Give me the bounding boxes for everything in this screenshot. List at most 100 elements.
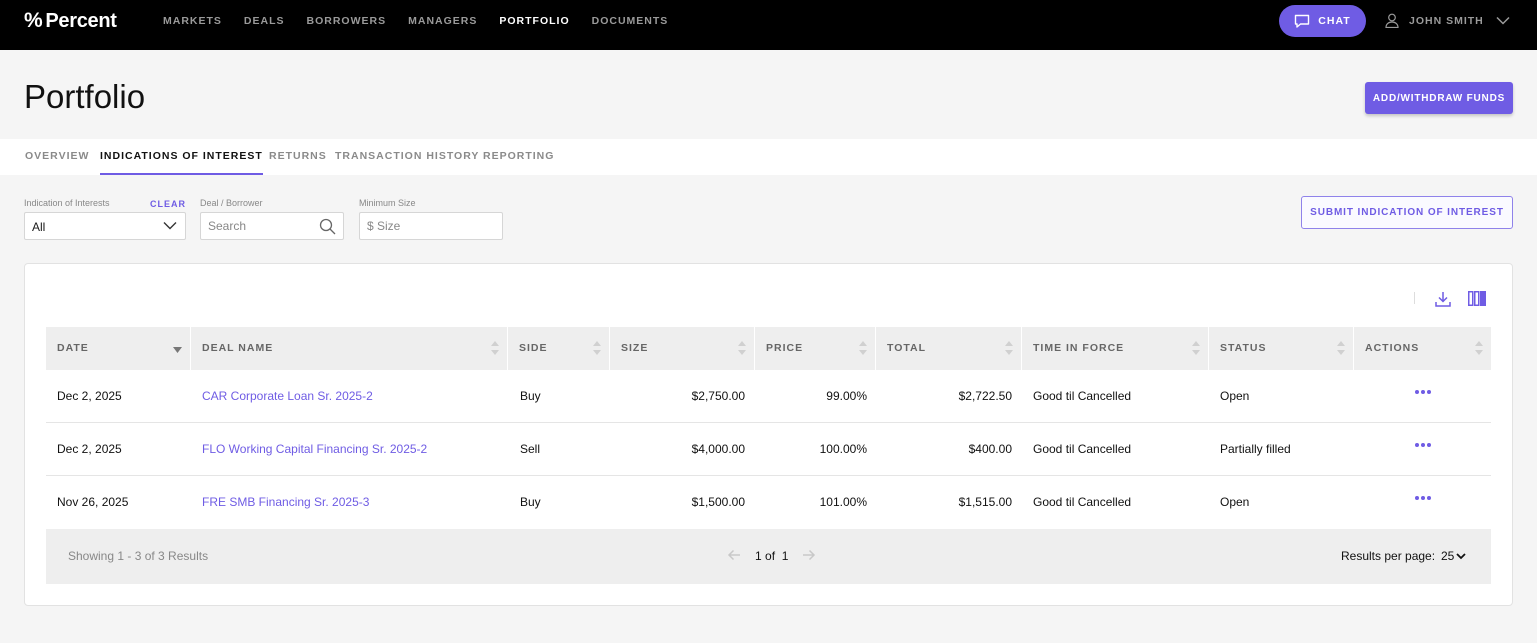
table-footer: Showing 1 - 3 of 3 Results 1 of 1 Result… [46,529,1491,584]
tab-transaction-history[interactable]: TRANSACTION HISTORY [335,150,480,162]
column-header-time-in-force[interactable]: TIME IN FORCE [1022,327,1209,370]
row-actions-menu-icon[interactable] [1415,390,1431,394]
tab-reporting[interactable]: REPORTING [483,150,555,162]
cell-date: Nov 26, 2025 [57,495,129,509]
chevron-down-icon [1456,552,1466,559]
search-icon [319,218,336,235]
column-header-label: ACTIONS [1365,342,1420,354]
column-header-label: TOTAL [887,342,927,354]
arrow-right-icon[interactable] [802,549,816,561]
cell-size: $1,500.00 [691,495,745,509]
page-of: of [765,549,776,563]
percent-logo[interactable]: % Percent [24,9,117,33]
top-navbar: % Percent MARKETS DEALS BORROWERS MANAGE… [0,0,1537,50]
sort-icon [1337,341,1345,355]
column-header-size[interactable]: SIZE [610,327,755,370]
cell-status: Open [1220,495,1250,509]
column-header-label: DEAL NAME [202,342,274,354]
sort-icon [859,341,867,355]
chat-button[interactable]: CHAT [1279,5,1366,37]
row-actions-menu-icon[interactable] [1415,443,1431,447]
page-total: 1 [781,549,789,563]
table-header: DATE DEAL NAME SIDE SIZE PRICE TOTAL TIM… [46,327,1491,370]
row-actions-menu-icon[interactable] [1415,496,1431,500]
nav-portfolio[interactable]: PORTFOLIO [499,15,570,27]
column-header-label: TIME IN FORCE [1033,342,1125,354]
cell-date: Dec 2, 2025 [57,442,122,456]
cell-time-in-force: Good til Cancelled [1033,389,1132,403]
ioi-filter-select[interactable]: All [24,212,186,240]
column-header-date[interactable]: DATE [46,327,191,370]
user-icon [1385,13,1399,28]
cell-side: Sell [520,442,541,456]
tab-returns[interactable]: RETURNS [269,150,327,162]
nav-markets[interactable]: MARKETS [163,15,222,27]
add-withdraw-funds-button[interactable]: ADD/WITHDRAW FUNDS [1365,82,1513,114]
sort-icon [593,341,601,355]
nav-managers[interactable]: MANAGERS [408,15,478,27]
cell-side: Buy [520,495,541,509]
pagination-indicator: 1 of 1 [755,549,788,563]
column-header-label: SIDE [519,342,548,354]
table-row[interactable]: Dec 2, 2025 FLO Working Capital Financin… [46,423,1491,476]
nav-documents[interactable]: DOCUMENTS [591,15,669,27]
column-header-label: STATUS [1220,342,1267,354]
brand-name: Percent [45,9,117,32]
clear-filter-button[interactable]: CLEAR [150,199,186,209]
main-nav: MARKETS DEALS BORROWERS MANAGERS PORTFOL… [163,15,690,27]
cell-deal-link[interactable]: FRE SMB Financing Sr. 2025-3 [202,495,370,509]
column-header-side[interactable]: SIDE [508,327,610,370]
results-per-page-value: 25 [1441,549,1455,563]
cell-total: $400.00 [968,442,1012,456]
results-per-page-select[interactable]: 25 [1441,549,1466,563]
columns-icon[interactable] [1468,291,1486,306]
table-row[interactable]: Nov 26, 2025 FRE SMB Financing Sr. 2025-… [46,476,1491,529]
page-current: 1 [755,549,762,563]
sort-icon [738,341,746,355]
column-header-price[interactable]: PRICE [755,327,876,370]
column-header-status[interactable]: STATUS [1209,327,1354,370]
cell-total: $1,515.00 [958,495,1012,509]
results-count: Showing 1 - 3 of 3 Results [68,549,209,563]
sort-icon [491,341,499,355]
cell-deal-link[interactable]: CAR Corporate Loan Sr. 2025-2 [202,389,373,403]
tab-indications-of-interest[interactable]: INDICATIONS OF INTEREST [100,150,263,175]
percent-logo-icon: % [24,9,43,32]
tab-overview[interactable]: OVERVIEW [25,150,90,162]
sort-icon [1192,341,1200,355]
user-name: JOHN SMITH [1409,14,1484,27]
column-header-label: SIZE [621,342,649,354]
cell-size: $4,000.00 [691,442,745,456]
column-header-label: PRICE [766,342,804,354]
arrow-left-icon[interactable] [727,549,741,561]
cell-status: Open [1220,389,1250,403]
cell-time-in-force: Good til Cancelled [1033,442,1132,456]
cell-status: Partially filled [1220,442,1291,456]
download-icon[interactable] [1434,290,1452,308]
toolbar-divider [1414,292,1415,304]
minimum-size-input[interactable] [359,212,503,240]
sort-icon [1005,341,1013,355]
cell-date: Dec 2, 2025 [57,389,122,403]
nav-deals[interactable]: DEALS [243,15,285,27]
sort-desc-icon [173,347,182,353]
nav-borrowers[interactable]: BORROWERS [306,15,387,27]
chat-label: CHAT [1318,15,1351,27]
submit-indication-button[interactable]: SUBMIT INDICATION OF INTEREST [1301,196,1513,229]
column-header-total[interactable]: TOTAL [876,327,1022,370]
page-title: Portfolio [24,78,146,115]
column-header-deal-name[interactable]: DEAL NAME [191,327,508,370]
cell-price: 100.00% [819,442,867,456]
table-row[interactable]: Dec 2, 2025 CAR Corporate Loan Sr. 2025-… [46,370,1491,423]
column-header-actions[interactable]: ACTIONS [1354,327,1491,370]
cell-size: $2,750.00 [691,389,745,403]
results-per-page-label: Results per page: [1341,549,1436,563]
deal-filter-label: Deal / Borrower [200,198,263,208]
cell-deal-link[interactable]: FLO Working Capital Financing Sr. 2025-2 [202,442,428,456]
user-menu[interactable]: JOHN SMITH [1385,13,1510,28]
tab-bar: OVERVIEW INDICATIONS OF INTEREST RETURNS… [0,139,1537,175]
ioi-filter-value: All [32,220,46,234]
cell-price: 101.00% [819,495,867,509]
size-filter-label: Minimum Size [359,198,416,208]
cell-price: 99.00% [826,389,867,403]
